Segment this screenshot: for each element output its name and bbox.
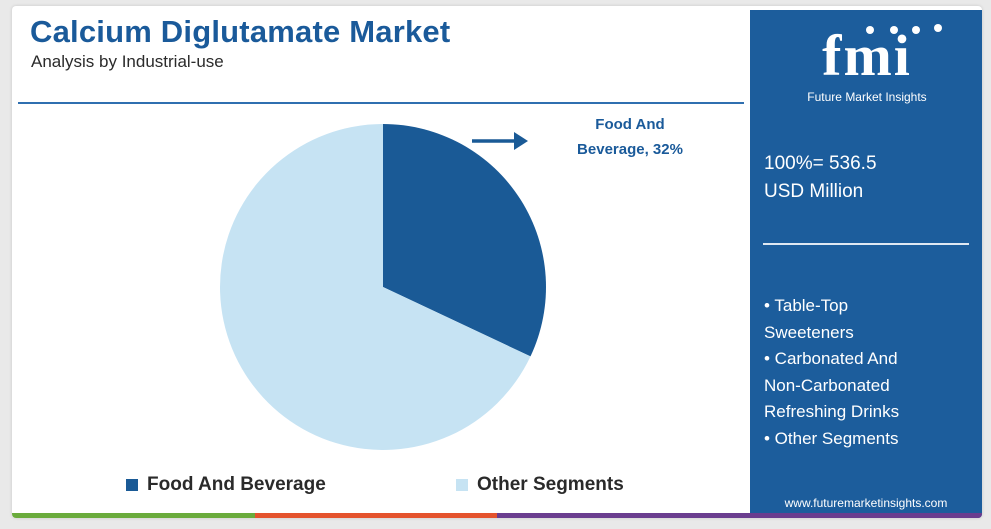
- other-segments-list: • Table-Top Sweeteners • Carbonated And …: [764, 293, 974, 452]
- fmi-logo: fmi Future Market Insights: [782, 18, 952, 108]
- segment-item: • Carbonated And Non-Carbonated Refreshi…: [764, 349, 900, 421]
- legend-swatch: [456, 479, 468, 491]
- pie-callout-label: Food And Beverage, 32%: [577, 116, 683, 158]
- legend-label: Other Segments: [477, 474, 624, 495]
- market-total: 100%= 536.5 USD Million: [764, 150, 974, 206]
- pie-chart: [220, 123, 546, 450]
- legend-label: Food And Beverage: [147, 474, 326, 495]
- pie-slice-other-segments: [220, 123, 531, 450]
- bottom-color-bar: [12, 513, 982, 518]
- arrow-right-icon: [472, 132, 528, 150]
- website-url: www.futuremarketinsights.com: [784, 496, 948, 510]
- info-panel: fmi Future Market Insights 100%= 536.5 U…: [750, 10, 982, 518]
- color-bar-segment: [497, 513, 982, 518]
- header-divider: [18, 102, 744, 104]
- segment-item: • Other Segments: [764, 428, 899, 448]
- logo-caption: Future Market Insights: [807, 90, 927, 104]
- market-total-unit: USD Million: [764, 181, 864, 202]
- logo-figures-icon: [866, 24, 942, 34]
- legend-item-other-segments: Other Segments: [456, 474, 624, 496]
- market-total-value: 100%= 536.5: [764, 153, 877, 174]
- legend-swatch: [126, 479, 138, 491]
- chart-card: Calcium Diglutamate Market Analysis by I…: [12, 6, 982, 518]
- chart-subtitle: Analysis by Industrial-use: [31, 52, 224, 71]
- chart-legend: Food And Beverage Other Segments: [126, 474, 726, 500]
- logo-wordmark: fmi: [822, 23, 912, 88]
- chart-title: Calcium Diglutamate Market: [30, 14, 451, 49]
- color-bar-segment: [12, 513, 255, 518]
- segment-item: • Table-Top Sweeteners: [764, 296, 854, 342]
- color-bar-segment: [254, 513, 497, 518]
- pie-slice-food-and-beverage: [383, 124, 546, 357]
- panel-divider: [763, 243, 969, 245]
- legend-item-food-beverage: Food And Beverage: [126, 474, 326, 496]
